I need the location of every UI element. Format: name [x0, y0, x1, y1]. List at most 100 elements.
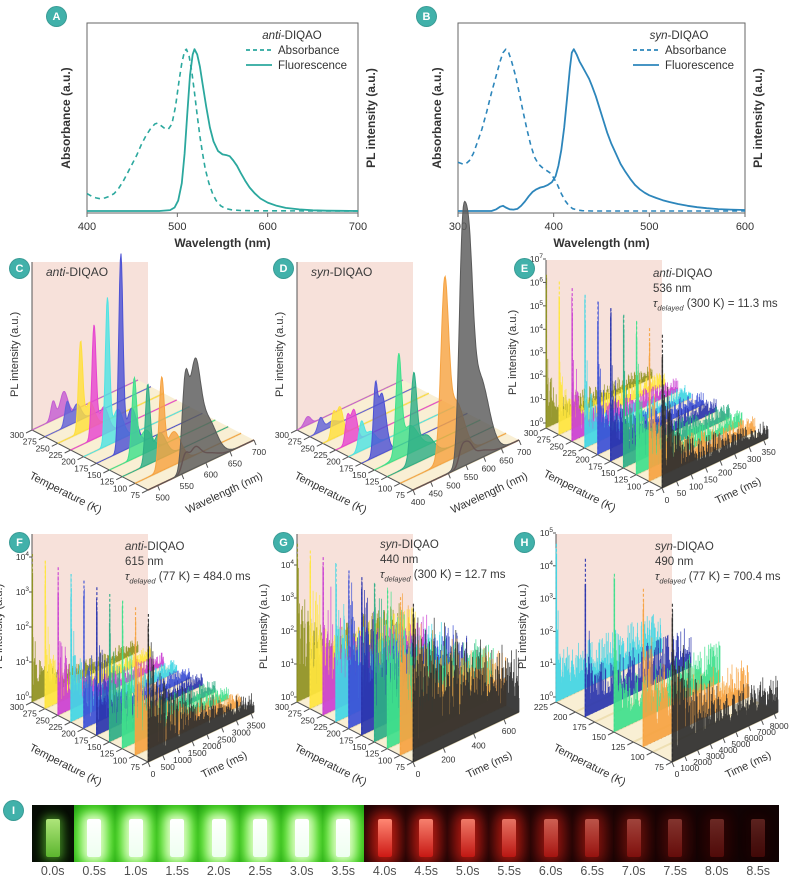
cuvette	[709, 819, 724, 857]
frame-time-label: 5.5s	[497, 864, 522, 878]
x-tick-label: 0	[675, 769, 680, 779]
x-tick	[748, 725, 752, 732]
temp-tick-label: 200	[326, 457, 340, 467]
temp-tick	[64, 449, 71, 454]
x-tick-label: 200	[718, 468, 732, 478]
x-tick-label: 0	[151, 769, 156, 779]
temp-tick	[406, 489, 414, 494]
cuvette	[502, 819, 517, 857]
frame-time-label: 6.0s	[538, 864, 563, 878]
x-tick	[760, 719, 764, 726]
z-axis-title: PL intensity (a.u.)	[0, 584, 5, 669]
legend-label: Absorbance	[665, 45, 726, 57]
z-tick-label: 101	[540, 658, 553, 669]
photo-frame	[322, 805, 364, 862]
temp-tick-label: 125	[100, 477, 114, 487]
cuvette	[45, 819, 60, 857]
wavelength-annotation: 536 nm	[653, 283, 691, 295]
temp-tick-label: 300	[10, 430, 24, 440]
x-tick-label: 700	[517, 447, 531, 457]
z-tick-label: 102	[16, 621, 29, 632]
z-tick-label: 103	[540, 593, 553, 604]
temp-tick-label: 150	[352, 470, 366, 480]
x-tick	[465, 464, 469, 471]
temp-tick	[329, 449, 336, 454]
x-tick-label: 650	[228, 458, 242, 468]
cuvette	[170, 819, 185, 857]
cuvette	[460, 819, 475, 857]
temp-tick-label: 150	[87, 742, 101, 752]
frame-time-label: 3.5s	[331, 864, 356, 878]
temp-tick-label: 125	[611, 742, 625, 752]
temp-tick-label: 275	[23, 709, 37, 719]
plot-frame	[457, 22, 746, 214]
temp-tick	[141, 489, 149, 494]
temp-tick	[368, 469, 375, 474]
photo-frame	[447, 805, 489, 862]
cuvette	[751, 819, 766, 857]
temp-tick-label: 175	[588, 461, 602, 471]
z-tick-label: 104	[530, 323, 543, 334]
photo-frame	[696, 805, 738, 862]
x-tick-label: 3500	[247, 720, 266, 730]
photo-frame	[654, 805, 696, 862]
temperature-axis	[31, 701, 149, 763]
temp-tick-label: 100	[113, 483, 127, 493]
z-axis-title: PL intensity (a.u.)	[507, 310, 519, 395]
temp-tick-label: 275	[537, 435, 551, 445]
x-tick	[157, 485, 161, 491]
x-tick-label: 2000	[202, 741, 221, 751]
temp-tick	[604, 460, 611, 465]
z-axis-title: PL intensity (a.u.)	[517, 584, 529, 669]
z-tick-label: 101	[281, 658, 294, 669]
z-axis-title: PL intensity (a.u.)	[258, 584, 270, 669]
photo-frame	[156, 805, 198, 862]
temp-tick-label: 150	[601, 468, 615, 478]
panel-badge-d: D	[273, 258, 294, 279]
temp-tick-label: 200	[326, 729, 340, 739]
panel-i-photo-strip	[32, 805, 779, 862]
temp-tick-label: 100	[630, 752, 644, 762]
temp-tick	[303, 436, 311, 441]
cuvette	[336, 819, 351, 857]
x-tick	[191, 740, 195, 747]
temp-tick	[90, 462, 97, 467]
x-tick	[430, 481, 434, 487]
x-axis-title: Time (ms)	[465, 749, 515, 781]
z-tick-label: 104	[540, 560, 553, 571]
z-tick-label: 103	[16, 586, 29, 597]
temp-tick	[539, 427, 547, 432]
y-axis-title-left: Absorbance (a.u.)	[430, 67, 444, 168]
panel-badge-h: H	[514, 532, 535, 553]
temp-tick	[655, 487, 663, 492]
compound-name: syn-DIQAO	[380, 539, 439, 551]
x-tick-label: 400	[544, 221, 562, 233]
z-tick-label: 102	[281, 625, 294, 636]
decay-trace	[147, 620, 255, 762]
x-tick-label: 500	[168, 221, 186, 233]
temperature-axis	[545, 427, 663, 489]
temp-tick	[355, 462, 362, 467]
z-tick-label: 102	[540, 625, 553, 636]
frame-time-label: 7.5s	[663, 864, 688, 878]
x-tick-label: 7000	[757, 727, 776, 737]
frame-time-label: 1.0s	[123, 864, 148, 878]
cuvette	[294, 819, 309, 857]
x-tick-label: 3000	[706, 751, 725, 761]
legend-title: anti-DIQAO	[262, 30, 321, 42]
temp-tick	[646, 751, 653, 756]
cuvette	[377, 819, 392, 857]
x-tick	[235, 720, 239, 726]
x-tick-label: 5000	[731, 739, 750, 749]
panel-a-spectrum: 400 500 600 700 Wavelength (nm) Absorbance (a…	[59, 22, 378, 250]
x-tick	[735, 731, 739, 738]
temp-tick-label: 200	[61, 457, 75, 467]
cuvette	[128, 819, 143, 857]
temp-tick	[103, 469, 110, 474]
z-tick-label: 103	[530, 347, 543, 358]
x-tick	[697, 749, 701, 756]
temp-tick	[342, 728, 349, 733]
lifetime-annotation: τdelayed (300 K) = 11.3 ms	[653, 298, 778, 313]
temp-tick-label: 225	[48, 722, 62, 732]
